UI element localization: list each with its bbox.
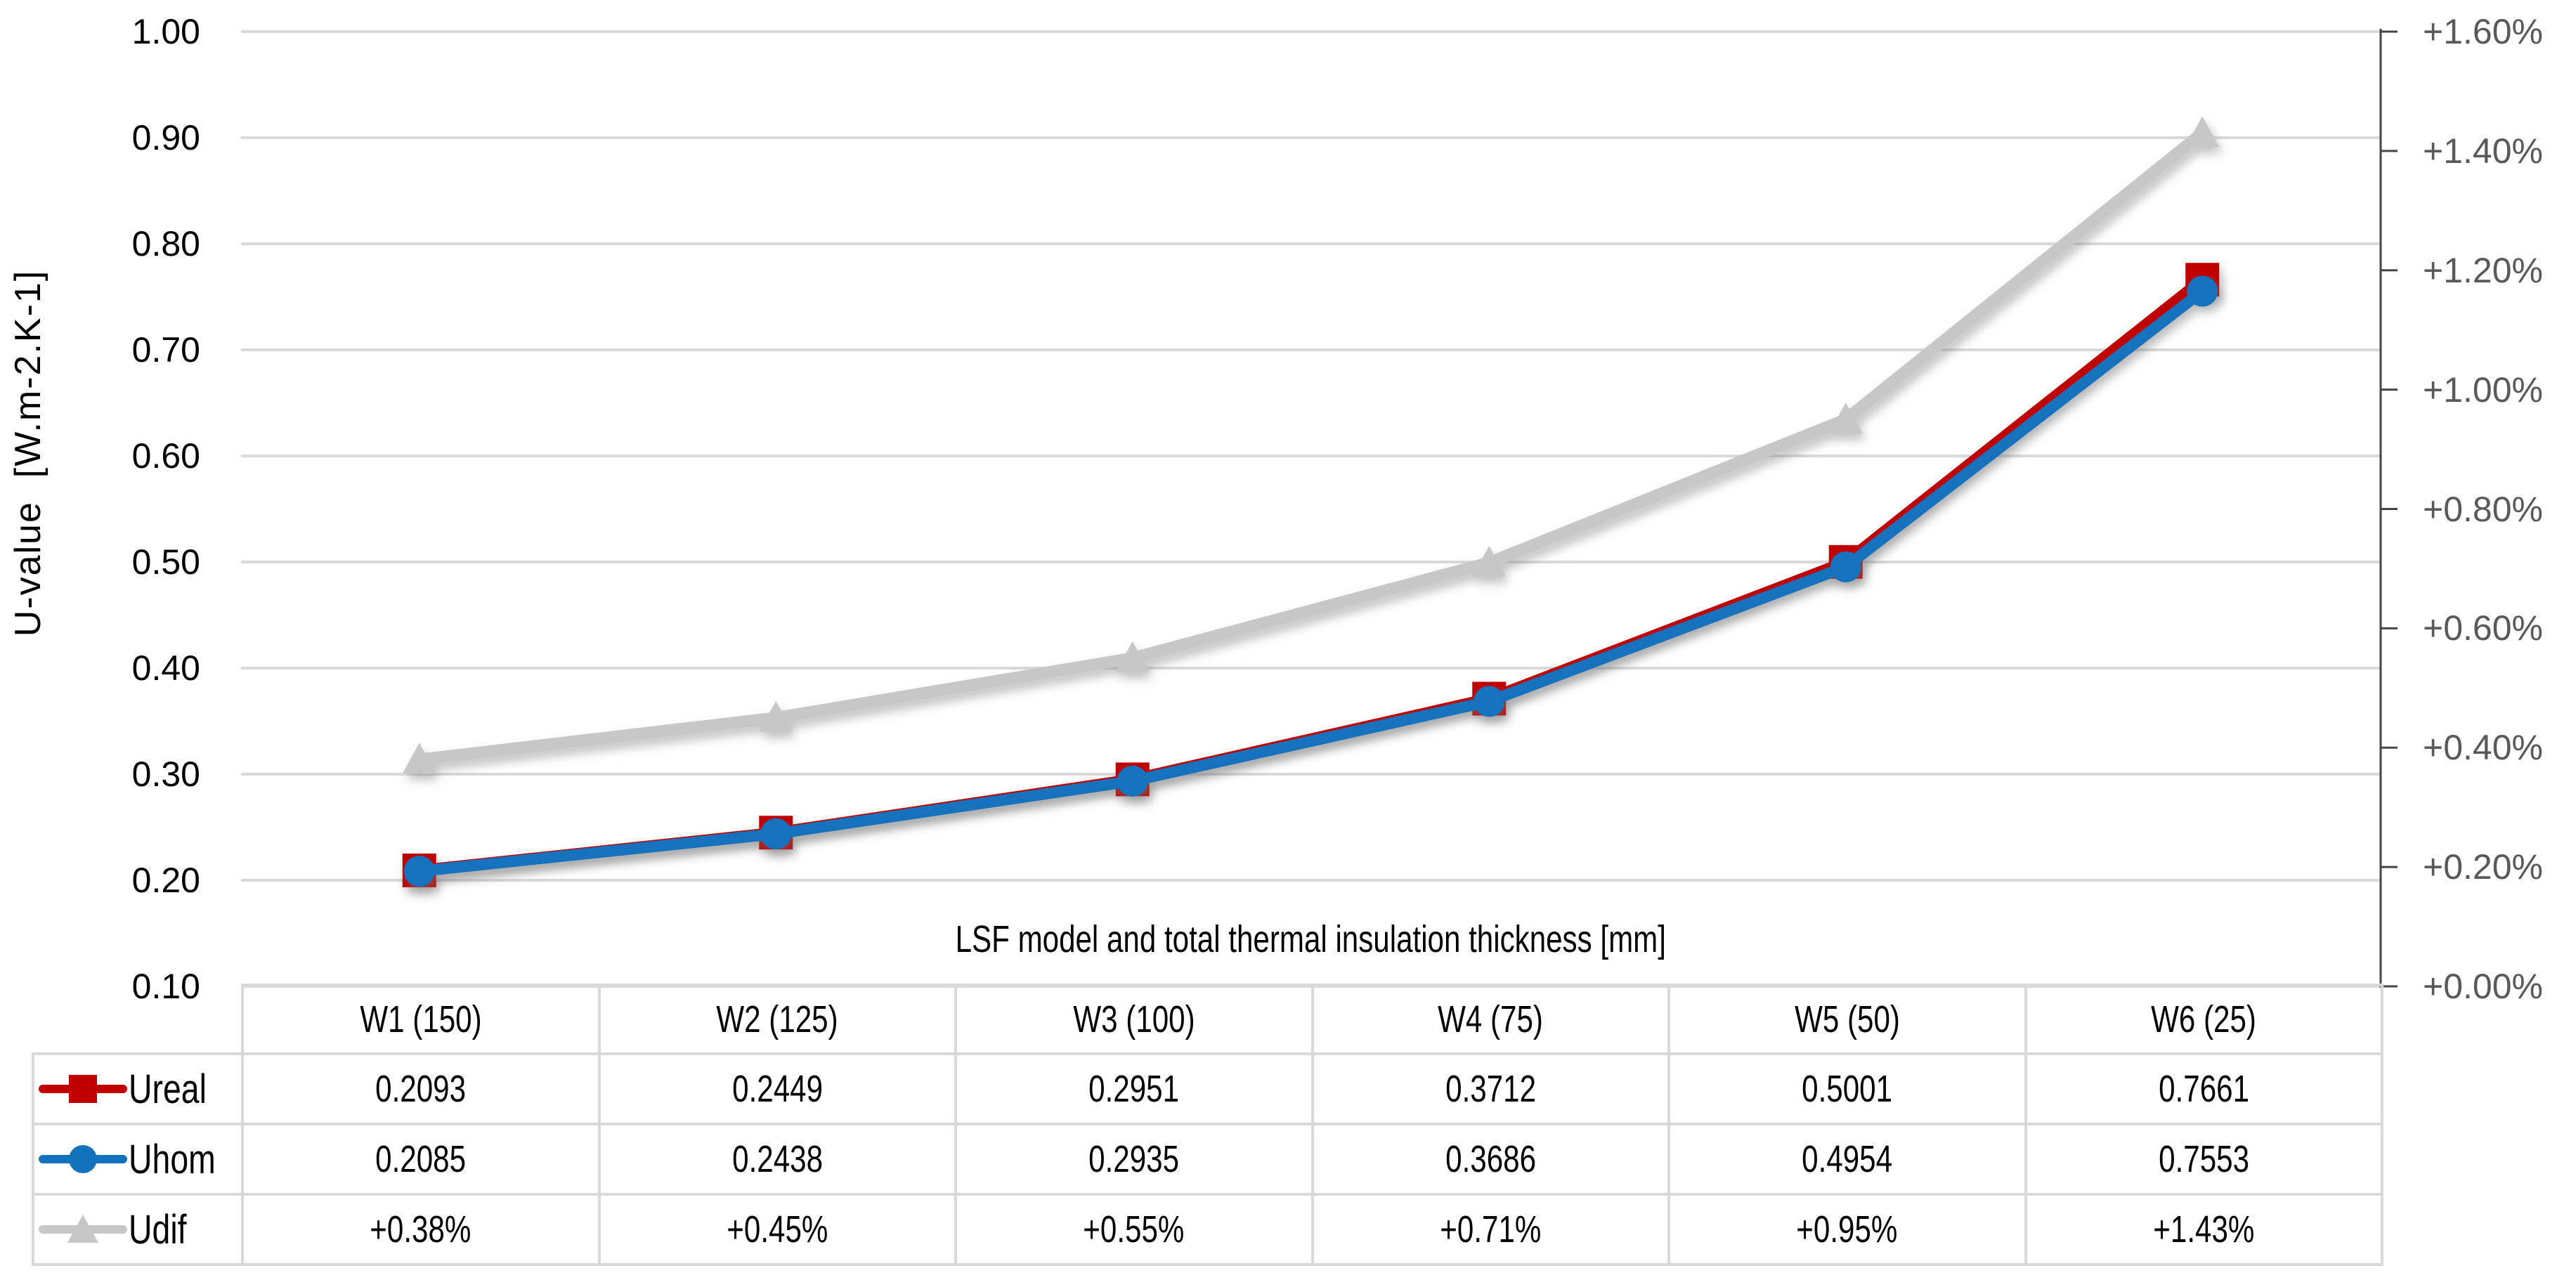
table-cell: 0.2449 (597, 1052, 957, 1125)
ureal-legend-marker-icon (39, 1075, 127, 1103)
legend-series-label: Udif (129, 1206, 187, 1253)
uhom-marker-1 (403, 856, 435, 887)
table-header-text: W5 (50) (1794, 998, 1900, 1040)
table-header-cell: W1 (150) (241, 984, 601, 1055)
table-cell-text: 0.4954 (1802, 1138, 1893, 1180)
x-axis-title: LSF model and total thermal insulation t… (678, 914, 1943, 965)
table-header-cell: W6 (25) (2024, 984, 2383, 1055)
series-uhom (403, 275, 2218, 887)
table-cell-text: 0.5001 (1802, 1068, 1893, 1110)
udif-line (413, 126, 2209, 766)
y-axis-title: U-value [W.m-2.K-1] (8, 269, 48, 637)
uhom-marker-3 (1117, 765, 1148, 797)
udif-legend-marker-icon (39, 1215, 127, 1243)
gridlines (241, 30, 2381, 988)
legend-series-label: Ureal (129, 1066, 207, 1112)
udif-marker-6 (2185, 116, 2220, 148)
table-cell: +0.38% (241, 1193, 601, 1266)
table-cell: 0.5001 (1667, 1052, 2027, 1125)
table-cell-text: 0.2438 (731, 1138, 823, 1180)
table-header-text: W1 (150) (360, 998, 482, 1040)
table-cell: 0.2438 (597, 1123, 957, 1196)
udif-marker-4 (1472, 545, 1507, 577)
legend-key: Udif (36, 1206, 240, 1253)
table-cell-text: 0.7661 (2158, 1068, 2249, 1110)
table-cell: 0.2085 (241, 1123, 601, 1196)
table-cell-text: 0.2951 (1088, 1068, 1180, 1110)
uhom-line (413, 285, 2209, 877)
uhom-marker-4 (1474, 686, 1505, 717)
table-cell-text: +0.45% (727, 1208, 828, 1250)
table-cell-text: +0.71% (1440, 1208, 1542, 1250)
table-header-text: W4 (75) (1438, 998, 1544, 1040)
right-axis (2379, 29, 2398, 988)
table-cell: 0.7661 (2024, 1052, 2383, 1125)
uhom-marker-6 (2187, 275, 2218, 307)
series-layer (402, 116, 2220, 887)
udif-marker-3 (1115, 641, 1150, 672)
table-cell-text: 0.2935 (1088, 1138, 1180, 1180)
table-cell-text: 0.2449 (731, 1068, 823, 1110)
table-cell-text: +1.43% (2153, 1208, 2255, 1250)
table-cell-text: 0.2085 (375, 1138, 467, 1180)
ureal-line (413, 274, 2209, 876)
table-cell: 0.2093 (241, 1052, 601, 1125)
table-cell: 0.3712 (1310, 1052, 1670, 1125)
data-table: W1 (150) W2 (125) W3 (100) W4 (75) W5 (50) W6… (32, 984, 2383, 1266)
legend-key: Uhom (36, 1136, 240, 1183)
table-header-cell: W5 (50) (1667, 984, 2027, 1055)
udif-marker-1 (402, 743, 436, 774)
table-cell: +1.43% (2024, 1193, 2383, 1266)
table-cell: +0.71% (1310, 1193, 1670, 1266)
table-header-cell: W4 (75) (1310, 984, 1670, 1055)
uhom-legend-marker-icon (39, 1145, 127, 1173)
legend-key: Ureal (36, 1066, 240, 1113)
table-cell-text: 0.3712 (1445, 1068, 1536, 1110)
table-cell-text: 0.2093 (375, 1068, 467, 1110)
table-cell: 0.7553 (2024, 1123, 2383, 1196)
udif-marker-2 (759, 700, 793, 732)
table-cell: +0.55% (954, 1193, 1314, 1266)
legend-series-label: Uhom (129, 1136, 216, 1182)
table-header-text: W2 (125) (716, 998, 838, 1040)
table-cell: 0.2935 (954, 1123, 1314, 1196)
table-cell: 0.3686 (1310, 1123, 1670, 1196)
table-cell-text: +0.95% (1796, 1208, 1898, 1250)
legend-cell-uhom: Uhom (32, 1123, 244, 1196)
table-cell-text: +0.38% (370, 1208, 471, 1250)
table-cell: 0.2951 (954, 1052, 1314, 1125)
series-udif (402, 116, 2220, 774)
uhom-marker-2 (760, 818, 792, 849)
table-cell: +0.45% (597, 1193, 957, 1266)
legend-cell-ureal: Ureal (32, 1052, 244, 1125)
table-cell-text: 0.3686 (1445, 1138, 1536, 1180)
table-corner-cell (33, 985, 244, 1055)
legend-cell-udif: Udif (32, 1193, 244, 1266)
table-cell: 0.4954 (1667, 1123, 2027, 1196)
table-header-cell: W2 (125) (597, 984, 957, 1055)
uhom-marker-5 (1830, 551, 1861, 582)
table-cell-text: +0.55% (1083, 1208, 1185, 1250)
series-ureal (402, 263, 2220, 887)
table-cell-text: 0.7553 (2158, 1138, 2249, 1180)
udif-marker-5 (1828, 403, 1863, 434)
x-axis-title-text: LSF model and total thermal insulation t… (955, 918, 1666, 960)
table-header-text: W6 (25) (2151, 998, 2257, 1040)
table-header-text: W3 (100) (1073, 998, 1195, 1040)
table-header-cell: W3 (100) (954, 984, 1314, 1055)
table-cell: +0.95% (1667, 1193, 2027, 1266)
